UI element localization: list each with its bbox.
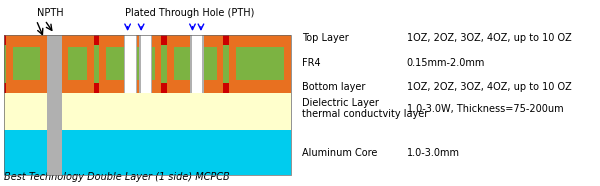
Bar — [68, 47, 87, 80]
Text: Dielectric Layer
thermal conductvity layer: Dielectric Layer thermal conductvity lay… — [302, 98, 429, 119]
Bar — [13, 47, 40, 80]
Bar — [124, 35, 137, 93]
Bar — [139, 35, 152, 93]
Bar — [7, 35, 47, 93]
Bar — [140, 35, 151, 93]
Bar — [236, 47, 284, 80]
Text: Bottom layer: Bottom layer — [302, 81, 366, 92]
Bar — [192, 35, 202, 93]
Bar — [167, 35, 223, 93]
Bar — [174, 47, 217, 80]
Bar — [4, 130, 291, 175]
Bar — [229, 35, 291, 93]
Bar — [106, 47, 155, 80]
Bar — [125, 35, 136, 93]
Text: Top Layer: Top Layer — [302, 33, 349, 43]
Bar — [4, 35, 291, 175]
Text: Plated Through Hole (PTH): Plated Through Hole (PTH) — [125, 8, 254, 18]
Bar — [100, 35, 161, 93]
Bar — [62, 35, 94, 93]
Text: Best Technology Double Layer (1 side) MCPCB: Best Technology Double Layer (1 side) MC… — [4, 172, 229, 182]
Bar — [190, 35, 204, 93]
Text: NPTH: NPTH — [37, 8, 64, 18]
Text: 0.15mm-2.0mm: 0.15mm-2.0mm — [407, 58, 485, 68]
Bar — [4, 35, 291, 45]
Text: 1OZ, 2OZ, 3OZ, 4OZ, up to 10 OZ: 1OZ, 2OZ, 3OZ, 4OZ, up to 10 OZ — [407, 33, 572, 43]
Bar — [4, 83, 291, 93]
Text: 1.0-3.0W, Thickness=75-200um: 1.0-3.0W, Thickness=75-200um — [407, 104, 563, 114]
Text: Aluminum Core: Aluminum Core — [302, 148, 378, 158]
Bar — [47, 35, 62, 175]
Text: 1.0-3.0mm: 1.0-3.0mm — [407, 148, 460, 158]
Text: FR4: FR4 — [302, 58, 321, 68]
Text: 1OZ, 2OZ, 3OZ, 4OZ, up to 10 OZ: 1OZ, 2OZ, 3OZ, 4OZ, up to 10 OZ — [407, 81, 572, 92]
Bar — [4, 44, 291, 83]
Bar — [4, 93, 291, 130]
